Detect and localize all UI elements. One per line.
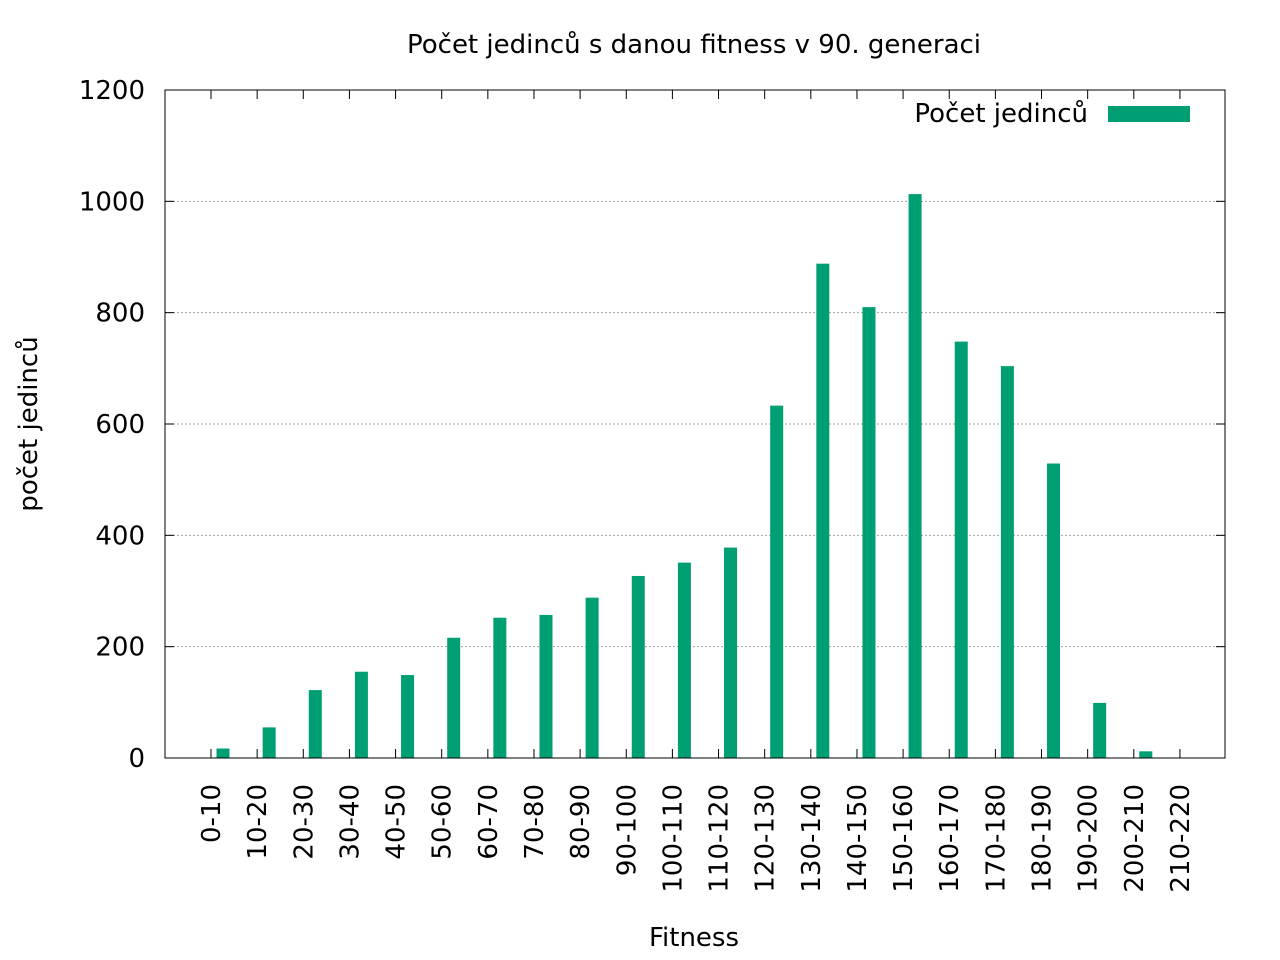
- bar-140-150: [862, 307, 876, 758]
- legend-swatch: [1108, 106, 1190, 122]
- bars-layer: [216, 194, 1153, 758]
- bar-70-80: [539, 614, 553, 758]
- y-tick-label: 0: [128, 744, 145, 774]
- bar-50-60: [447, 637, 461, 758]
- x-tick-label: 30-40: [335, 784, 365, 860]
- y-tick-label: 200: [95, 633, 145, 663]
- bar-30-40: [354, 671, 368, 758]
- bar-110-120: [724, 547, 738, 758]
- x-tick-label: 200-210: [1120, 784, 1150, 893]
- x-tick-label: 170-180: [981, 784, 1011, 893]
- x-tick-label: 20-30: [289, 784, 319, 860]
- bar-150-160: [908, 194, 922, 758]
- bar-20-30: [308, 690, 322, 758]
- x-tick-label: 140-150: [843, 784, 873, 893]
- bar-80-90: [585, 597, 599, 758]
- x-tick-label: 60-70: [474, 784, 504, 860]
- x-tick-label: 210-220: [1166, 784, 1196, 893]
- chart-title: Počet jedinců s danou fitness v 90. gene…: [407, 30, 981, 60]
- bar-10-20: [262, 727, 276, 758]
- y-tick-label: 1000: [79, 187, 145, 217]
- x-tick-label: 90-100: [612, 784, 642, 876]
- y-tick-label: 1200: [79, 76, 145, 106]
- x-tick-label: 0-10: [197, 784, 227, 843]
- x-tick-label: 130-140: [797, 784, 827, 893]
- y-tick-label: 400: [95, 521, 145, 551]
- grid-layer: [165, 200, 1225, 648]
- x-tick-label: 150-160: [889, 784, 919, 893]
- x-tick-label: 70-80: [520, 784, 550, 860]
- x-tick-label: 110-120: [705, 784, 735, 893]
- bar-190-200: [1093, 702, 1107, 758]
- x-tick-label: 180-190: [1028, 784, 1058, 893]
- bar-200-210: [1139, 751, 1153, 758]
- bar-0-10: [216, 748, 230, 758]
- bar-120-130: [770, 405, 784, 758]
- x-tick-label: 80-90: [566, 784, 596, 860]
- x-tick-label: 50-60: [428, 784, 458, 860]
- bar-90-100: [631, 575, 645, 758]
- x-tick-label: 100-110: [658, 784, 688, 893]
- x-tick-label: 190-200: [1074, 784, 1104, 893]
- bar-60-70: [493, 617, 507, 758]
- bar-130-140: [816, 263, 830, 758]
- bar-180-190: [1047, 463, 1061, 758]
- legend-label: Počet jedinců: [914, 99, 1088, 129]
- x-tick-label: 120-130: [751, 784, 781, 893]
- x-tick-label: 160-170: [935, 784, 965, 893]
- y-tick-label: 600: [95, 410, 145, 440]
- bar-170-180: [1000, 366, 1014, 758]
- bar-100-110: [677, 562, 691, 758]
- x-tick-label: 10-20: [243, 784, 273, 860]
- x-tick-label: 40-50: [382, 784, 412, 860]
- y-tick-label: 800: [95, 299, 145, 329]
- legend: Počet jedinců: [914, 99, 1190, 129]
- bar-160-170: [954, 341, 968, 758]
- y-axis-label: počet jedinců: [14, 336, 44, 511]
- ticks-layer: 0 200 400 600 800 1000 1200 0-10 10-20 20-30 30-40…: [79, 76, 1225, 893]
- bar-40-50: [401, 675, 415, 758]
- x-axis-label: Fitness: [649, 923, 739, 953]
